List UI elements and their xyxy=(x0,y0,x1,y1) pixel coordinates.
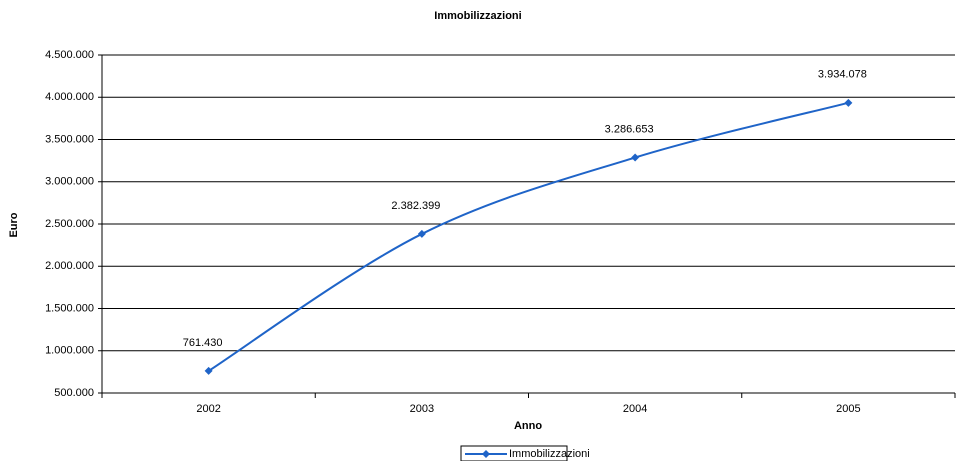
point-marker xyxy=(631,153,640,162)
point-marker xyxy=(204,366,213,375)
data-label: 761.430 xyxy=(183,337,223,349)
legend-marker xyxy=(482,450,490,458)
point-marker xyxy=(844,98,853,107)
y-tick-label: 3.000.000 xyxy=(45,176,94,188)
x-tick-label: 2005 xyxy=(836,403,860,415)
y-tick-label: 500.000 xyxy=(54,387,94,399)
x-tick-label: 2004 xyxy=(623,403,647,415)
y-tick-label: 4.500.000 xyxy=(45,49,94,61)
y-tick-label: 1.500.000 xyxy=(45,302,94,314)
y-tick-label: 2.000.000 xyxy=(45,260,94,272)
y-axis-label: Euro xyxy=(8,212,20,237)
data-label: 3.934.078 xyxy=(818,69,867,81)
legend-box xyxy=(460,445,568,461)
y-tick-label: 2.500.000 xyxy=(45,218,94,230)
y-tick-label: 1.000.000 xyxy=(45,345,94,357)
x-axis-label: Anno xyxy=(514,420,542,432)
chart-title: Immobilizzazioni xyxy=(434,10,521,22)
y-tick-label: 4.000.000 xyxy=(45,91,94,103)
x-tick-label: 2003 xyxy=(410,403,434,415)
x-tick-label: 2002 xyxy=(196,403,220,415)
data-label: 2.382.399 xyxy=(391,200,440,212)
series-line xyxy=(208,101,849,372)
legend-label: Immobilizzazioni xyxy=(509,448,590,460)
y-tick-label: 3.500.000 xyxy=(45,133,94,145)
data-label: 3.286.653 xyxy=(605,123,654,135)
point-marker xyxy=(417,229,426,238)
